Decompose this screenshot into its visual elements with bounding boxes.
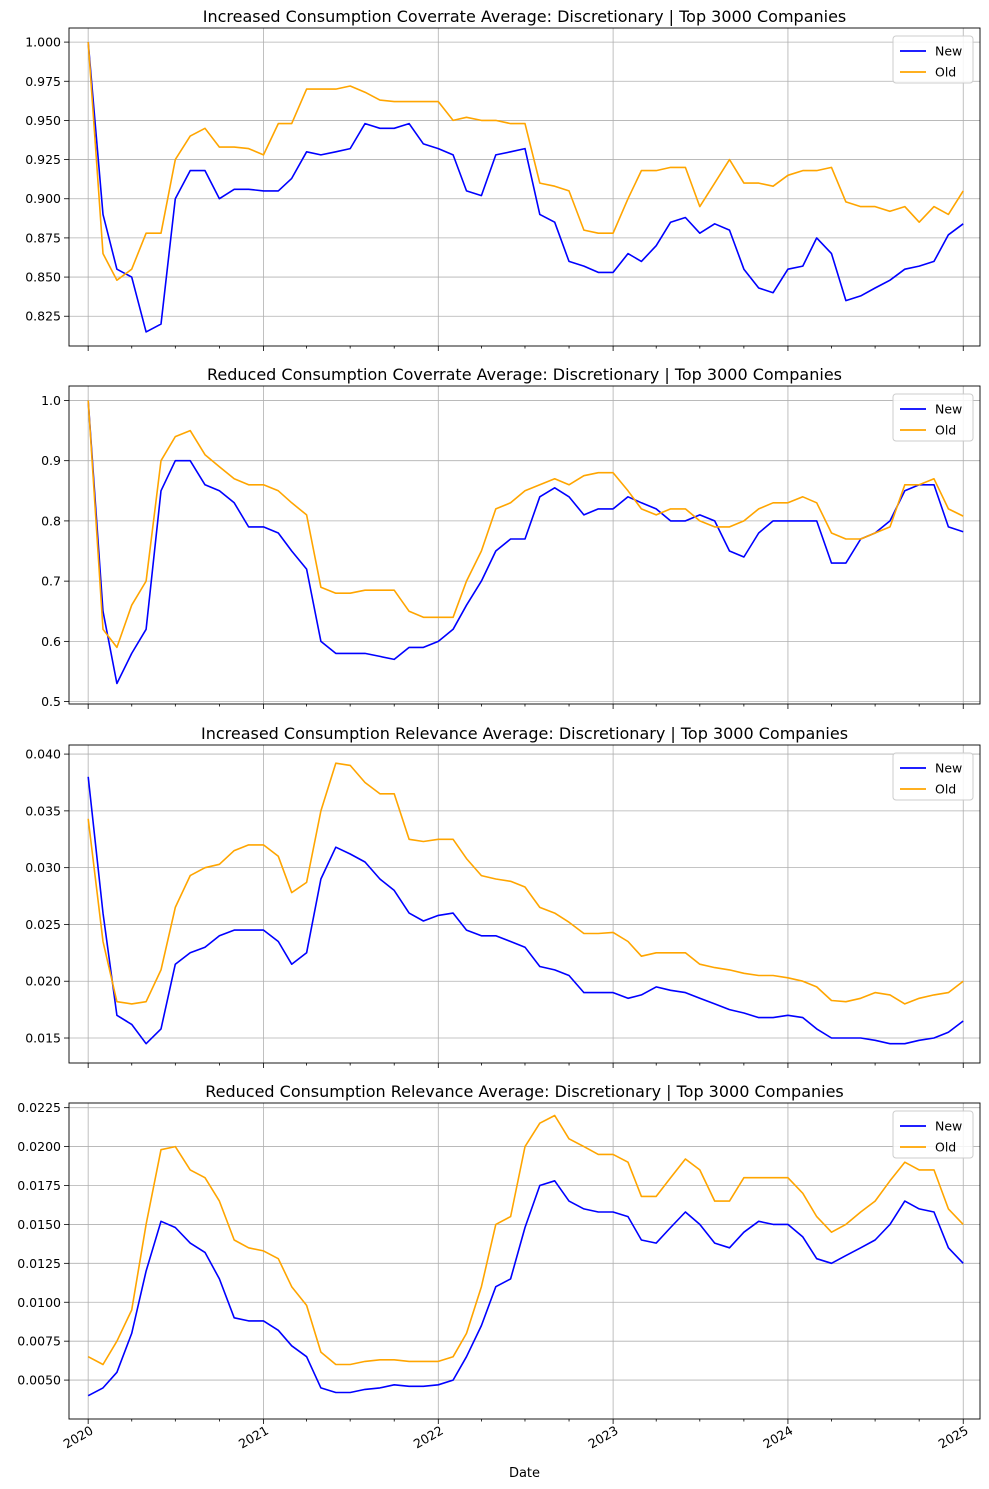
legend-label-old: Old: [935, 65, 956, 80]
y-tick-label: 0.9: [41, 453, 61, 468]
y-tick-label: 1.000: [25, 35, 61, 50]
series-line-new: [87, 1180, 964, 1397]
y-tick-label: 1.0: [41, 393, 61, 408]
y-tick-label: 0.825: [25, 309, 61, 324]
y-tick-label: 0.925: [25, 152, 61, 167]
y-tick-label: 0.0100: [17, 1295, 61, 1310]
legend-label-new: New: [935, 44, 962, 59]
series-line-old: [87, 400, 964, 649]
y-tick-label: 0.875: [25, 230, 61, 245]
axes-frame: [68, 27, 981, 347]
subplot-4: 2020 2021 2022 2023 2024 2025 0.0050 0.0075 0.01…: [17, 1082, 981, 1452]
y-tick-label: 0.0200: [17, 1139, 61, 1154]
series-line-old: [87, 1114, 964, 1366]
y-tick-label: 0.0075: [17, 1334, 61, 1349]
x-tick-label: 2024: [760, 1423, 795, 1452]
y-tick-label: 0.5: [41, 694, 61, 709]
legend: New Old: [892, 35, 974, 84]
y-tick-label: 0.0150: [17, 1217, 61, 1232]
y-tick-label: 0.0050: [17, 1373, 61, 1388]
x-tick-label: 2022: [411, 1423, 446, 1452]
legend: New Old: [892, 752, 974, 801]
legend: New Old: [892, 1110, 974, 1159]
legend-label-new: New: [935, 402, 962, 417]
y-tick-label: 0.030: [25, 860, 61, 875]
series-line-new: [87, 400, 964, 685]
axes-frame: [68, 744, 981, 1064]
legend-label-new: New: [935, 761, 962, 776]
subplot-1: 0.825 0.850 0.875 0.900 0.925 0.950 0.975 1.000…: [25, 7, 981, 351]
y-tick-label: 0.035: [25, 803, 61, 818]
x-axis-label: Date: [509, 1466, 540, 1481]
x-tick-label: 2025: [936, 1423, 971, 1452]
y-tick-label: 0.900: [25, 191, 61, 206]
x-tick-label: 2020: [61, 1423, 96, 1452]
chart-title: Reduced Consumption Coverrate Average: D…: [207, 365, 842, 384]
y-tick-label: 0.0175: [17, 1178, 61, 1193]
legend: New Old: [892, 393, 974, 442]
axes-frame: [68, 1102, 981, 1420]
chart-title: Increased Consumption Relevance Average:…: [201, 724, 848, 743]
y-tick-label: 0.950: [25, 113, 61, 128]
axes-frame: [68, 385, 981, 705]
series-line-new: [87, 776, 964, 1045]
y-tick-label: 0.040: [25, 747, 61, 762]
subplot-3: 0.015 0.020 0.025 0.030 0.035 0.040 Increased …: [25, 724, 981, 1068]
x-tick-label: 2021: [236, 1423, 271, 1452]
y-tick-label: 0.850: [25, 270, 61, 285]
x-tick-label: 2023: [586, 1423, 621, 1452]
chart-title: Increased Consumption Coverrate Average:…: [203, 7, 847, 26]
legend-label-old: Old: [935, 782, 956, 797]
legend-label-new: New: [935, 1119, 962, 1134]
y-tick-label: 0.6: [41, 634, 61, 649]
series-line-old: [87, 42, 964, 281]
legend-label-old: Old: [935, 1140, 956, 1155]
chart-title: Reduced Consumption Relevance Average: D…: [205, 1082, 844, 1101]
y-tick-label: 0.7: [41, 574, 61, 589]
legend-label-old: Old: [935, 423, 956, 438]
y-tick-label: 0.0225: [17, 1100, 61, 1115]
y-tick-label: 0.020: [25, 974, 61, 989]
subplot-2: 0.5 0.6 0.7 0.8 0.9 1.0 Reduced Consumption Co…: [41, 365, 981, 709]
y-tick-label: 0.0125: [17, 1256, 61, 1271]
y-tick-label: 0.975: [25, 74, 61, 89]
series-line-new: [87, 42, 964, 333]
y-tick-label: 0.8: [41, 513, 61, 528]
y-tick-label: 0.015: [25, 1031, 61, 1046]
y-tick-label: 0.025: [25, 917, 61, 932]
series-line-old: [87, 762, 964, 1005]
